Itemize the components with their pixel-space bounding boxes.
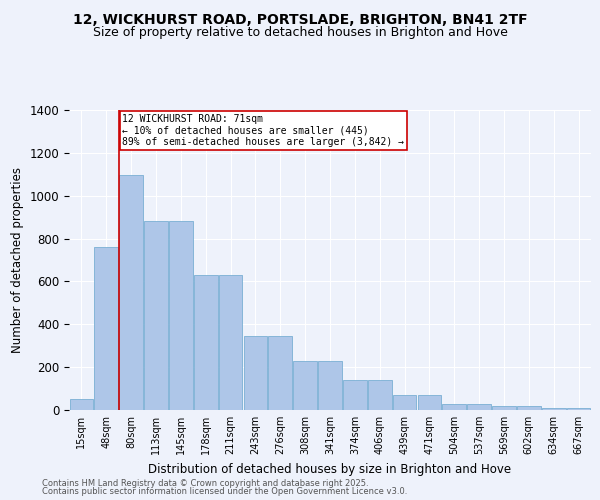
- Text: Contains HM Land Registry data © Crown copyright and database right 2025.: Contains HM Land Registry data © Crown c…: [42, 478, 368, 488]
- Bar: [343, 380, 367, 410]
- Bar: [194, 275, 218, 410]
- Bar: [442, 404, 466, 410]
- Text: 12 WICKHURST ROAD: 71sqm
← 10% of detached houses are smaller (445)
89% of semi-: 12 WICKHURST ROAD: 71sqm ← 10% of detach…: [122, 114, 404, 148]
- Bar: [169, 222, 193, 410]
- Text: 12, WICKHURST ROAD, PORTSLADE, BRIGHTON, BN41 2TF: 12, WICKHURST ROAD, PORTSLADE, BRIGHTON,…: [73, 12, 527, 26]
- Bar: [144, 222, 168, 410]
- Bar: [418, 395, 441, 410]
- X-axis label: Distribution of detached houses by size in Brighton and Hove: Distribution of detached houses by size …: [148, 462, 512, 475]
- Bar: [467, 404, 491, 410]
- Text: Contains public sector information licensed under the Open Government Licence v3: Contains public sector information licen…: [42, 487, 407, 496]
- Text: Size of property relative to detached houses in Brighton and Hove: Size of property relative to detached ho…: [92, 26, 508, 39]
- Bar: [94, 247, 118, 410]
- Bar: [70, 400, 93, 410]
- Bar: [492, 406, 516, 410]
- Bar: [219, 275, 242, 410]
- Bar: [393, 395, 416, 410]
- Bar: [119, 176, 143, 410]
- Bar: [318, 360, 342, 410]
- Y-axis label: Number of detached properties: Number of detached properties: [11, 167, 24, 353]
- Bar: [293, 360, 317, 410]
- Bar: [368, 380, 392, 410]
- Bar: [244, 336, 267, 410]
- Bar: [567, 408, 590, 410]
- Bar: [268, 336, 292, 410]
- Bar: [517, 406, 541, 410]
- Bar: [542, 408, 566, 410]
